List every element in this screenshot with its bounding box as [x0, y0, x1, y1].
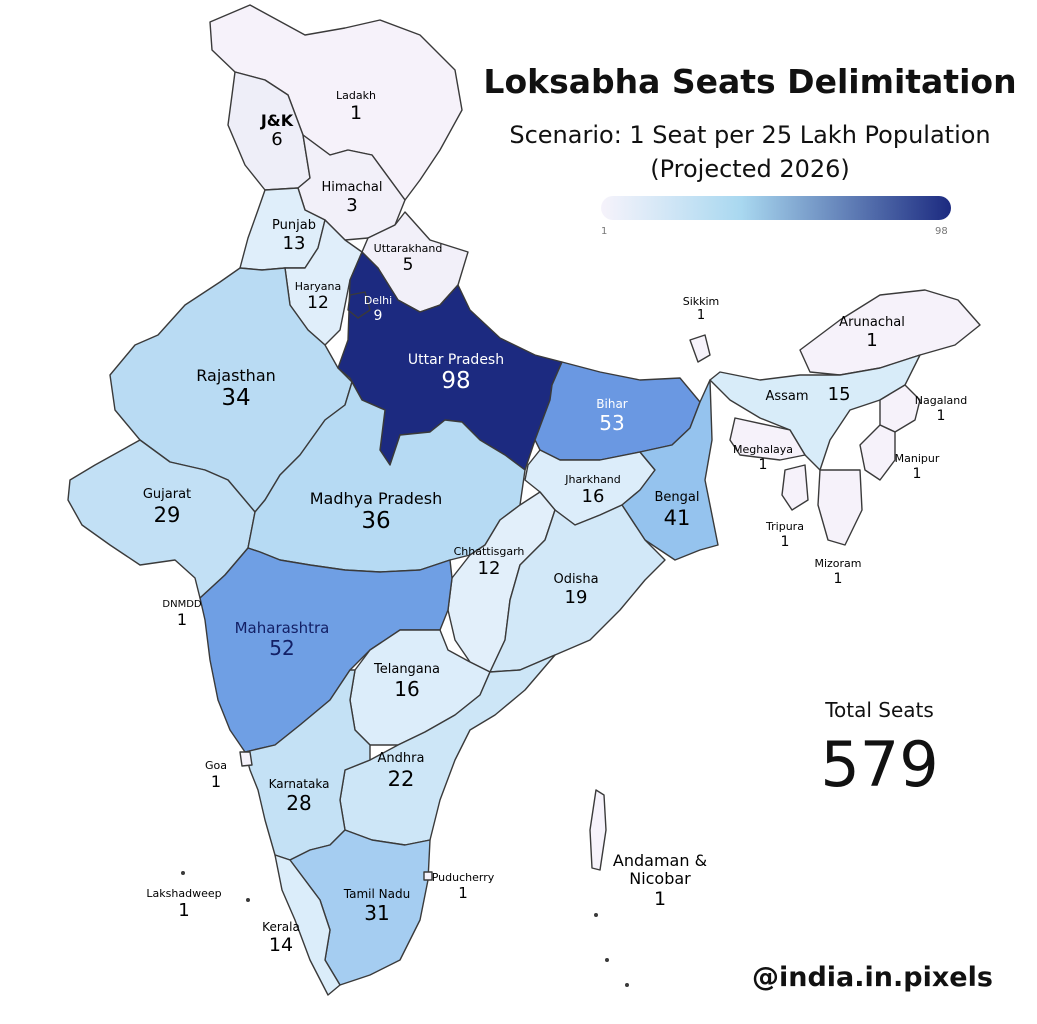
- region-andaman[interactable]: [589, 789, 607, 871]
- lakshadweep-islet: [181, 871, 185, 875]
- total-seats-value: 579: [820, 728, 939, 801]
- label-odisha: Odisha 19: [553, 572, 599, 608]
- region-meghalaya[interactable]: [729, 417, 806, 461]
- label-arunachal: Arunachal 1: [839, 315, 905, 351]
- legend-max-label: 98: [935, 226, 948, 237]
- lakshadweep-islet: [246, 898, 250, 902]
- label-haryana: Haryana 12: [294, 280, 342, 313]
- label-mp: Madhya Pradesh 36: [309, 489, 443, 535]
- label-tripura: Tripura 1: [766, 520, 804, 550]
- label-maharashtra: Maharashtra 52: [234, 619, 330, 661]
- region-puducherry[interactable]: [423, 871, 433, 881]
- region-manipur[interactable]: [859, 424, 896, 481]
- label-telangana: Telangana 16: [374, 662, 440, 701]
- region-odisha[interactable]: [489, 504, 666, 673]
- label-sikkim: Sikkim 1: [682, 295, 720, 323]
- label-up: Uttar Pradesh 98: [407, 352, 505, 395]
- subtitle-line-2: (Projected 2026): [650, 155, 850, 183]
- label-chhattisgarh: Chhattisgarh 12: [453, 545, 525, 579]
- label-tamilnadu: Tamil Nadu 31: [343, 887, 411, 925]
- subtitle-line-1: Scenario: 1 Seat per 25 Lakh Population: [509, 121, 991, 149]
- map-subtitle: Scenario: 1 Seat per 25 Lakh Population …: [440, 118, 1037, 186]
- label-gujarat: Gujarat 29: [142, 487, 192, 527]
- label-delhi: Delhi 9: [363, 294, 393, 324]
- label-rajasthan: Rajasthan 34: [196, 366, 276, 412]
- label-assam: Assam 15: [765, 384, 851, 405]
- nicobar-islet: [605, 958, 609, 962]
- legend-min-label: 1: [601, 226, 608, 237]
- region-kerala[interactable]: [274, 854, 341, 996]
- label-lakshadweep: Lakshadweep 1: [146, 887, 222, 921]
- label-mizoram: Mizoram 1: [814, 557, 862, 587]
- nicobar-islet: [625, 983, 629, 987]
- region-karnataka[interactable]: [244, 669, 371, 861]
- label-punjab: Punjab 13: [272, 218, 316, 254]
- label-dnmdd: DNMDD 1: [162, 599, 202, 629]
- total-seats-label: Total Seats: [825, 698, 934, 722]
- label-karnataka: Karnataka 28: [268, 777, 330, 815]
- label-puducherry: Puducherry 1: [431, 871, 495, 902]
- label-jharkhand: Jharkhand 16: [565, 473, 621, 507]
- label-goa: Goa 1: [205, 759, 227, 791]
- label-kerala: Kerala 14: [262, 920, 300, 956]
- label-manipur: Manipur 1: [894, 452, 940, 482]
- region-delhi[interactable]: [347, 291, 371, 319]
- label-bengal: Bengal 41: [654, 490, 700, 530]
- label-bihar: Bihar 53: [596, 397, 628, 435]
- label-nagaland: Nagaland 1: [914, 394, 968, 424]
- map-title: Loksabha Seats Delimitation: [483, 62, 1017, 101]
- region-goa[interactable]: [239, 751, 253, 767]
- color-scale-legend: [601, 196, 951, 220]
- region-tripura[interactable]: [781, 464, 809, 511]
- label-ladakh: Ladakh 1: [336, 89, 376, 124]
- region-bengal[interactable]: [621, 379, 719, 561]
- region-sikkim[interactable]: [689, 334, 711, 363]
- author-handle: @india.in.pixels: [752, 962, 993, 993]
- region-mizoram[interactable]: [817, 469, 863, 546]
- label-meghalaya: Meghalaya 1: [732, 443, 794, 473]
- nicobar-islet: [594, 913, 598, 917]
- label-jk: J&K 6: [260, 111, 294, 151]
- label-andaman: Andaman & Nicobar 1: [612, 851, 708, 910]
- label-himachal: Himachal 3: [321, 180, 383, 216]
- label-uttarakhand: Uttarakhand 5: [373, 242, 443, 275]
- label-andhra: Andhra 22: [377, 751, 425, 791]
